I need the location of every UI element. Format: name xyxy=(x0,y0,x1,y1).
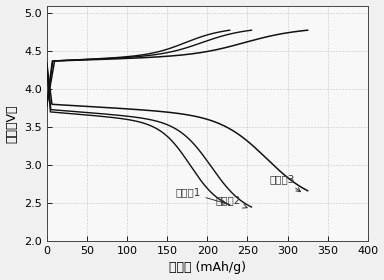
X-axis label: 比容量 (mAh/g): 比容量 (mAh/g) xyxy=(169,262,246,274)
Text: 实施兦3: 实施兦3 xyxy=(270,174,301,192)
Text: 对比兦2: 对比兦2 xyxy=(215,195,247,208)
Text: 对比兦1: 对比兦1 xyxy=(175,187,226,204)
Y-axis label: 电压（V）: 电压（V） xyxy=(5,104,18,143)
